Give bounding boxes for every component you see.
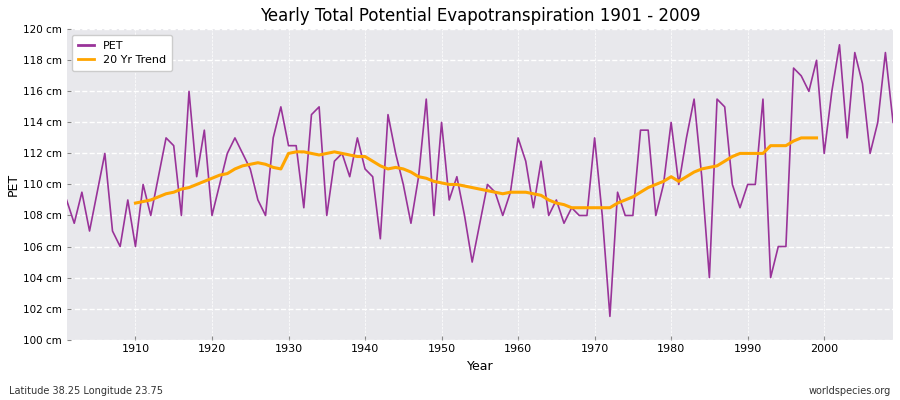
Legend: PET, 20 Yr Trend: PET, 20 Yr Trend	[72, 35, 172, 71]
Text: worldspecies.org: worldspecies.org	[809, 386, 891, 396]
X-axis label: Year: Year	[466, 360, 493, 373]
Text: Latitude 38.25 Longitude 23.75: Latitude 38.25 Longitude 23.75	[9, 386, 163, 396]
Title: Yearly Total Potential Evapotranspiration 1901 - 2009: Yearly Total Potential Evapotranspiratio…	[259, 7, 700, 25]
Y-axis label: PET: PET	[7, 173, 20, 196]
